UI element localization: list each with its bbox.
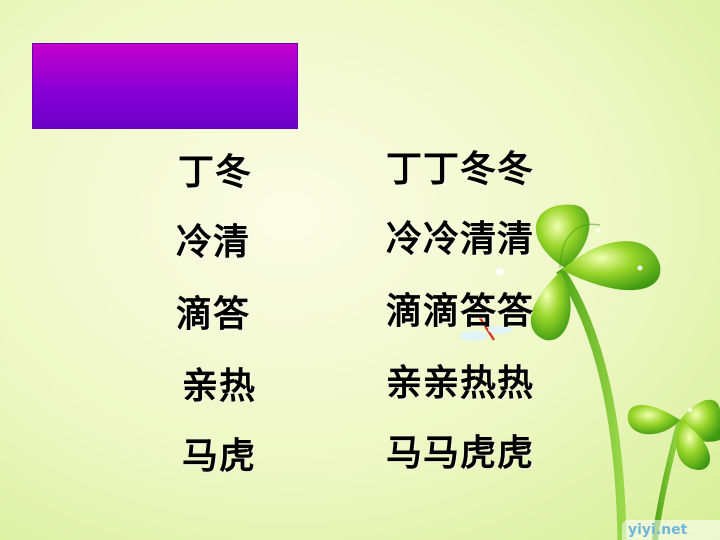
four-leaf-clover-icon [530, 204, 661, 540]
word-left-4: 亲热 [182, 366, 257, 407]
word-left-1: 丁冬 [178, 152, 253, 193]
word-right-5: 马马虎虎 [386, 433, 535, 474]
watermark-text: yiyi.net [622, 520, 720, 540]
word-right-2: 冷冷清清 [386, 219, 535, 260]
word-left-3: 滴答 [176, 294, 251, 335]
word-left-5: 马虎 [182, 436, 257, 477]
title-banner [32, 43, 298, 129]
word-right-4: 亲亲热热 [386, 363, 535, 404]
word-left-2: 冷清 [176, 222, 251, 263]
word-right-3: 滴滴答答 [386, 291, 535, 332]
small-clover-icon [627, 399, 720, 540]
sparkle-icon [496, 228, 692, 412]
dragonfly-icon [460, 317, 512, 341]
word-right-1: 丁丁冬冬 [386, 149, 535, 190]
